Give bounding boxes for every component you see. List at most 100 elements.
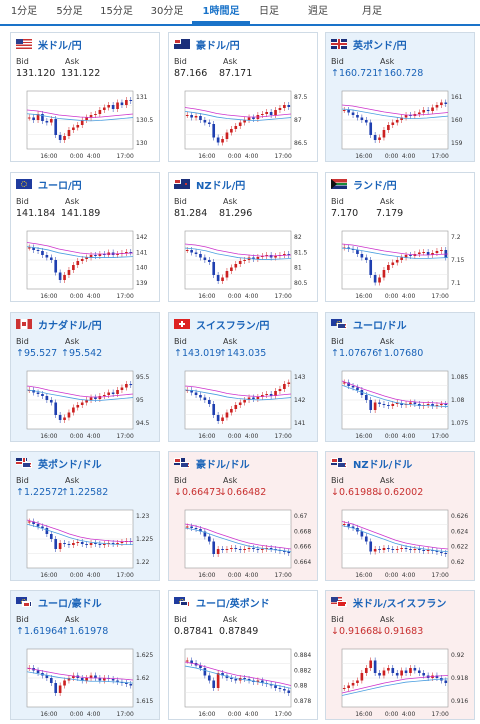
tab-2[interactable]: 15分足 bbox=[100, 6, 133, 17]
candle bbox=[89, 543, 93, 545]
candle bbox=[89, 675, 93, 678]
currency-pair[interactable]: NZドル/ドル bbox=[353, 459, 413, 471]
moving-average-line-2 bbox=[184, 389, 292, 401]
y-tick-label: 159 bbox=[451, 140, 463, 147]
rate-card[interactable]: 英ポンド/ドル Bid Ask ↑1.22572 ↑1.22582 1.23 1.225 1.… bbox=[10, 451, 160, 581]
candle bbox=[111, 679, 115, 681]
tab-5[interactable]: 日足 bbox=[259, 6, 279, 17]
candle bbox=[76, 542, 80, 543]
candle bbox=[426, 550, 430, 551]
tab-4[interactable]: 1時間足 bbox=[192, 0, 250, 24]
candle bbox=[265, 548, 269, 549]
currency-pair[interactable]: 米ドル/スイスフラン bbox=[353, 598, 447, 610]
ask-label: Ask bbox=[223, 615, 238, 624]
tab-0[interactable]: 1分足 bbox=[10, 6, 38, 17]
flag-icon bbox=[331, 597, 347, 607]
currency-pair[interactable]: 米ドル/円 bbox=[38, 40, 82, 52]
candle bbox=[287, 382, 291, 384]
rate-card[interactable]: スイスフラン/円 Bid Ask ↑143.019 ↑143.035 143 142 141 1… bbox=[168, 312, 318, 442]
y-tick-label: 1.22 bbox=[136, 559, 150, 566]
tab-7[interactable]: 月足 bbox=[362, 6, 382, 17]
currency-pair[interactable]: 英ポンド/ドル bbox=[38, 459, 102, 471]
candle bbox=[373, 402, 377, 410]
card-header: ユーロ/英ポンド bbox=[174, 596, 270, 610]
candle bbox=[203, 397, 207, 400]
rate-card[interactable]: カナダドル/円 Bid Ask ↑95.527 ↑95.542 95.5 95 94.5 16:… bbox=[10, 312, 160, 442]
rate-card[interactable]: 米ドル/円 Bid Ask 131.120 131.122 131 130.5 130 16:0… bbox=[10, 32, 160, 162]
candle bbox=[125, 100, 128, 105]
currency-pair[interactable]: 英ポンド/円 bbox=[353, 40, 407, 52]
tab-6[interactable]: 週足 bbox=[308, 6, 328, 17]
y-tick-label: 0.88 bbox=[294, 683, 308, 690]
rate-card[interactable]: 英ポンド/円 Bid Ask ↑160.721 ↑160.728 161 160 159 16:… bbox=[325, 32, 475, 162]
y-tick-label: 130.5 bbox=[136, 117, 153, 124]
candle bbox=[111, 105, 115, 109]
candle bbox=[72, 127, 75, 130]
tab-3[interactable]: 30分足 bbox=[150, 6, 184, 17]
moving-average-line-2 bbox=[184, 665, 292, 689]
rate-card[interactable]: NZドル/円 Bid Ask 81.284 81.296 82 81.5 81 80.5 16:0… bbox=[168, 172, 318, 302]
candle bbox=[225, 412, 229, 418]
y-tick-label: 1.075 bbox=[451, 420, 468, 427]
rate-card[interactable]: 米ドル/スイスフラン Bid Ask ↓0.91668 ↓0.91683 0.92 0.91… bbox=[325, 590, 475, 720]
candle bbox=[360, 673, 364, 681]
currency-pair[interactable]: ユーロ/円 bbox=[38, 180, 82, 192]
bid-value: ↓0.66473 bbox=[174, 487, 222, 498]
tab-1[interactable]: 5分足 bbox=[56, 6, 83, 17]
y-tick-label: 0.624 bbox=[451, 528, 468, 535]
currency-pair[interactable]: ユーロ/ドル bbox=[353, 320, 407, 332]
currency-pair[interactable]: ユーロ/英ポンド bbox=[196, 598, 270, 610]
flag-icon bbox=[174, 179, 190, 189]
currency-pair[interactable]: 豪ドル/円 bbox=[196, 40, 240, 52]
candle bbox=[67, 412, 71, 418]
candle bbox=[58, 415, 62, 420]
rate-card[interactable]: NZドル/ドル Bid Ask ↓0.61988 ↓0.62002 0.626 0.624 0… bbox=[325, 451, 475, 581]
rate-card[interactable]: ユーロ/円 Bid Ask 141.184 141.189 142 141 140 139 16:… bbox=[10, 172, 160, 302]
x-tick-label: 0:00 bbox=[228, 711, 242, 718]
candle bbox=[107, 392, 111, 395]
rate-card[interactable]: ユーロ/ドル Bid Ask ↑1.07676 ↑1.07680 1.085 1.08 1.0… bbox=[325, 312, 475, 442]
candle bbox=[413, 402, 417, 404]
ask-label: Ask bbox=[65, 476, 80, 485]
candle bbox=[342, 688, 346, 689]
y-tick-label: 87.5 bbox=[294, 94, 308, 101]
candle bbox=[185, 526, 189, 528]
currency-pair[interactable]: 豪ドル/ドル bbox=[196, 459, 250, 471]
ask-value: 131.122 bbox=[61, 68, 101, 79]
rate-card[interactable]: 豪ドル/ドル Bid Ask ↓0.66473 ↓0.66482 0.67 0.668 0.6… bbox=[168, 451, 318, 581]
candle bbox=[364, 395, 368, 400]
rate-card[interactable]: ユーロ/豪ドル Bid Ask ↑1.61964 ↑1.61978 1.625 1.62 1.… bbox=[10, 590, 160, 720]
currency-pair[interactable]: ランド/円 bbox=[353, 180, 397, 192]
candle bbox=[27, 117, 31, 119]
candle bbox=[400, 257, 403, 260]
card-header: 英ポンド/円 bbox=[331, 38, 407, 52]
candle bbox=[395, 549, 399, 550]
candle bbox=[252, 548, 255, 549]
candle bbox=[190, 250, 193, 253]
candle bbox=[382, 548, 386, 550]
candle bbox=[356, 680, 359, 683]
moving-average-line bbox=[26, 667, 134, 681]
candle bbox=[41, 251, 44, 255]
currency-pair[interactable]: スイスフラン/円 bbox=[196, 320, 270, 332]
candle bbox=[36, 114, 40, 120]
rate-card[interactable]: 豪ドル/円 Bid Ask 87.166 87.171 87.5 87 86.5 16:00 0:… bbox=[168, 32, 318, 162]
candle bbox=[212, 404, 216, 415]
rate-card[interactable]: ランド/円 Bid Ask 7.170 7.179 7.2 7.15 7.1 16:00 0:00… bbox=[325, 172, 475, 302]
currency-pair[interactable]: カナダドル/円 bbox=[38, 320, 102, 332]
candle bbox=[283, 551, 286, 552]
rate-card[interactable]: ユーロ/英ポンド Bid Ask 0.87841 0.87849 0.884 0.882 0.… bbox=[168, 590, 318, 720]
y-tick-label: 0.916 bbox=[451, 698, 468, 705]
candle bbox=[207, 122, 211, 124]
currency-pair[interactable]: NZドル/円 bbox=[196, 180, 246, 192]
candle bbox=[395, 260, 399, 263]
candle bbox=[400, 403, 403, 405]
candle bbox=[409, 255, 412, 256]
y-tick-label: 1.625 bbox=[136, 652, 153, 659]
candle bbox=[94, 543, 97, 544]
moving-average-line bbox=[341, 521, 449, 550]
x-tick-label: 16:00 bbox=[40, 711, 57, 718]
currency-pair[interactable]: ユーロ/豪ドル bbox=[38, 598, 102, 610]
candle bbox=[351, 386, 355, 388]
candle bbox=[378, 549, 381, 550]
